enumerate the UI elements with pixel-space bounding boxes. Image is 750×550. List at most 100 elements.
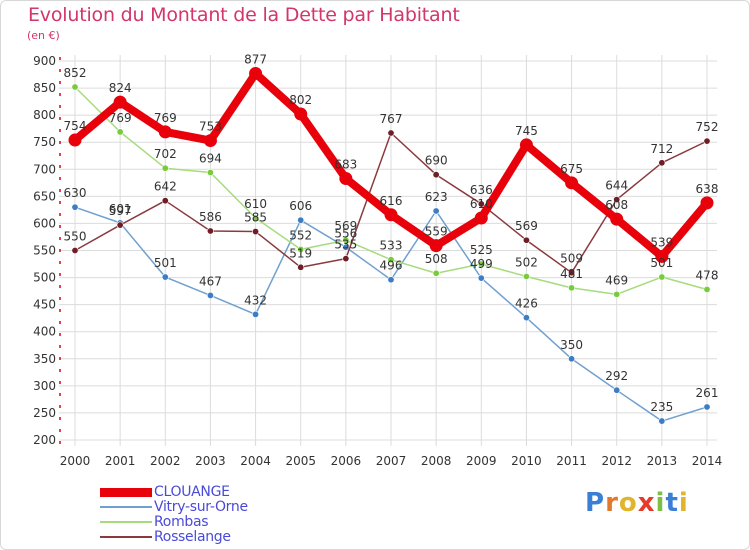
x-tick-label: 2005: [285, 454, 316, 468]
data-label: 426: [515, 297, 538, 311]
data-point: [116, 128, 124, 136]
legend-item-clouange: CLOUANGE: [100, 484, 360, 500]
data-label: 585: [244, 211, 267, 225]
data-label: 683: [334, 157, 357, 171]
data-label: 630: [64, 186, 87, 200]
x-tick-label: 2003: [195, 454, 226, 468]
logo-letter: r: [605, 488, 619, 518]
legend-label-rosselange: Rosselange: [154, 529, 231, 545]
legend-swatch-rombas: [100, 521, 152, 523]
data-point: [387, 256, 395, 264]
data-point: [655, 249, 669, 263]
proxiti-logo: Proxiti: [585, 488, 689, 518]
data-point: [613, 386, 621, 394]
x-tick-label: 2014: [692, 454, 723, 468]
data-label: 642: [154, 180, 177, 194]
data-label: 638: [696, 182, 719, 196]
legend: CLOUANGE Vitry-sur-Orne Rombas Rosselang…: [100, 484, 360, 545]
data-point: [206, 169, 214, 177]
data-label: 824: [109, 81, 132, 95]
x-tick-label: 2009: [466, 454, 497, 468]
data-label: 556: [334, 226, 357, 240]
data-point: [522, 236, 530, 244]
logo-letter: x: [637, 488, 656, 518]
y-tick-label: 700: [33, 162, 56, 176]
y-tick-label: 550: [33, 244, 56, 258]
data-point: [339, 171, 353, 185]
chart-subtitle: (en €): [27, 29, 60, 42]
y-tick-label: 200: [33, 433, 56, 447]
data-label: 478: [696, 268, 719, 282]
data-label: 877: [244, 52, 267, 66]
data-label: 550: [64, 230, 87, 244]
y-tick-label: 250: [33, 406, 56, 420]
x-tick-label: 2011: [556, 454, 587, 468]
data-label: 509: [560, 252, 583, 266]
data-label: 481: [560, 267, 583, 281]
data-point: [71, 247, 79, 255]
data-point: [342, 243, 350, 251]
data-point: [477, 274, 485, 282]
data-point: [384, 208, 398, 222]
data-label: 535: [334, 238, 357, 252]
x-tick-label: 2010: [511, 454, 542, 468]
y-tick-label: 800: [33, 108, 56, 122]
series-clouange: [68, 66, 714, 263]
data-label: 608: [605, 198, 628, 212]
data-point: [432, 269, 440, 277]
series-rosselange: [71, 129, 711, 277]
data-label: 432: [244, 293, 267, 307]
data-point: [522, 314, 530, 322]
x-tick-label: 2006: [331, 454, 362, 468]
data-point: [522, 272, 530, 280]
data-point: [342, 236, 350, 244]
data-label: 501: [650, 256, 673, 270]
data-label: 644: [605, 179, 628, 193]
data-point: [342, 255, 350, 263]
legend-swatch-vitry: [100, 506, 152, 508]
data-label: 292: [605, 369, 628, 383]
data-point: [203, 134, 217, 148]
data-point: [700, 196, 714, 210]
logo-letter: t: [665, 488, 679, 518]
data-point: [206, 291, 214, 299]
data-point: [658, 273, 666, 281]
data-point: [161, 273, 169, 281]
x-tick-label: 2013: [647, 454, 678, 468]
data-point: [703, 403, 711, 411]
legend-swatch-rosselange: [100, 536, 152, 538]
data-label: 559: [425, 225, 448, 239]
data-label: 533: [380, 239, 403, 253]
data-label: 745: [515, 124, 538, 138]
y-tick-label: 450: [33, 298, 56, 312]
data-label: 636: [470, 183, 493, 197]
data-point: [297, 245, 305, 253]
logo-letter: P: [585, 488, 606, 518]
data-point: [206, 227, 214, 235]
data-point: [71, 203, 79, 211]
data-label: 769: [109, 111, 132, 125]
data-point: [161, 164, 169, 172]
data-label: 350: [560, 338, 583, 352]
data-label: 597: [109, 204, 132, 218]
data-point: [252, 214, 260, 222]
x-tick-label: 2012: [601, 454, 632, 468]
data-point: [294, 107, 308, 121]
data-point: [658, 417, 666, 425]
data-label: 690: [425, 154, 448, 168]
data-point: [703, 285, 711, 293]
data-point: [474, 211, 488, 225]
data-point: [613, 290, 621, 298]
data-label: 754: [64, 119, 87, 133]
data-label: 601: [109, 202, 132, 216]
data-label: 502: [515, 255, 538, 269]
y-tick-label: 400: [33, 325, 56, 339]
legend-label-vitry: Vitry-sur-Orne: [154, 499, 248, 515]
data-label: 694: [199, 152, 222, 166]
data-point: [703, 137, 711, 145]
x-tick-label: 2000: [60, 454, 91, 468]
data-point: [252, 228, 260, 236]
data-label: 675: [560, 162, 583, 176]
x-tick-label: 2008: [421, 454, 452, 468]
